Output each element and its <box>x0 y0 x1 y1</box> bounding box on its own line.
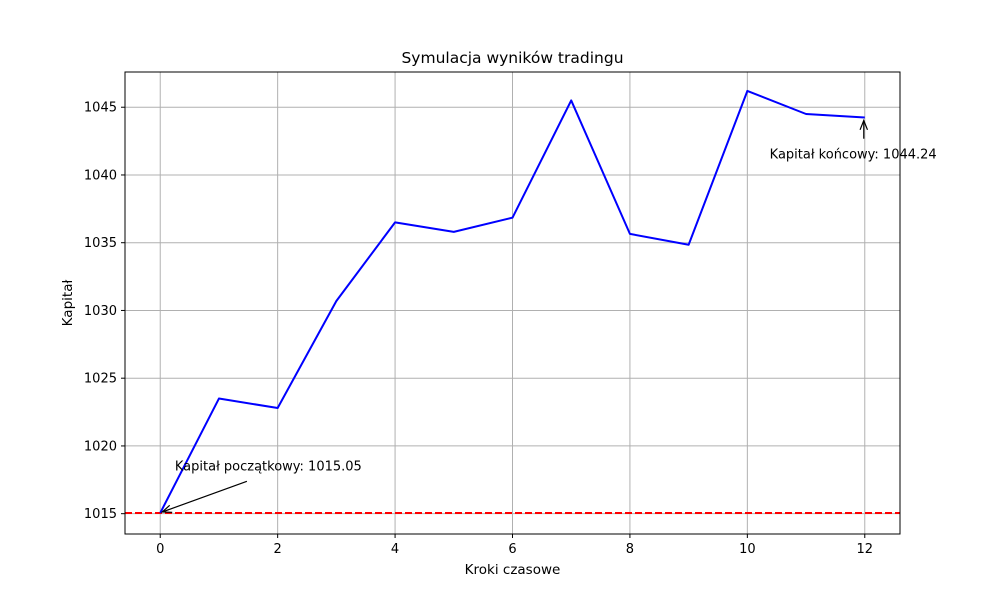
x-tick-label: 8 <box>626 542 634 557</box>
y-tick-label: 1020 <box>84 439 117 454</box>
annotation-arrow-head <box>859 118 869 131</box>
x-tick-label: 12 <box>856 542 873 557</box>
y-tick-label: 1045 <box>84 101 117 116</box>
y-axis-label: Kapitał <box>60 280 76 327</box>
y-tick-label: 1015 <box>84 507 117 522</box>
y-tick-label: 1030 <box>84 304 117 319</box>
y-tick-label: 1040 <box>84 168 117 183</box>
x-tick-label: 6 <box>508 542 516 557</box>
y-tick-label: 1025 <box>84 372 117 387</box>
series-layer <box>159 89 865 514</box>
x-tick-label: 4 <box>391 542 399 557</box>
y-tick-label: 1035 <box>84 236 117 251</box>
grid <box>125 72 900 534</box>
annotation-label: Kapitał końcowy: 1044.24 <box>770 148 937 163</box>
chart-title: Symulacja wyników tradingu <box>401 49 623 67</box>
annotations: Kapitał początkowy: 1015.05 Kapitał końco… <box>160 118 937 513</box>
annotation-arrow-line <box>162 480 248 513</box>
annotation-arrow-head <box>160 504 173 513</box>
x-tick-label: 0 <box>156 542 164 557</box>
annotation-label: Kapitał początkowy: 1015.05 <box>175 459 362 474</box>
ticks: 0 2 4 6 8 10 12 1015 1020 1025 1030 1035 1040 1045 <box>84 101 873 557</box>
x-axis-label: Kroki czasowe <box>465 562 561 578</box>
x-tick-label: 2 <box>274 542 282 557</box>
x-tick-label: 10 <box>739 542 756 557</box>
